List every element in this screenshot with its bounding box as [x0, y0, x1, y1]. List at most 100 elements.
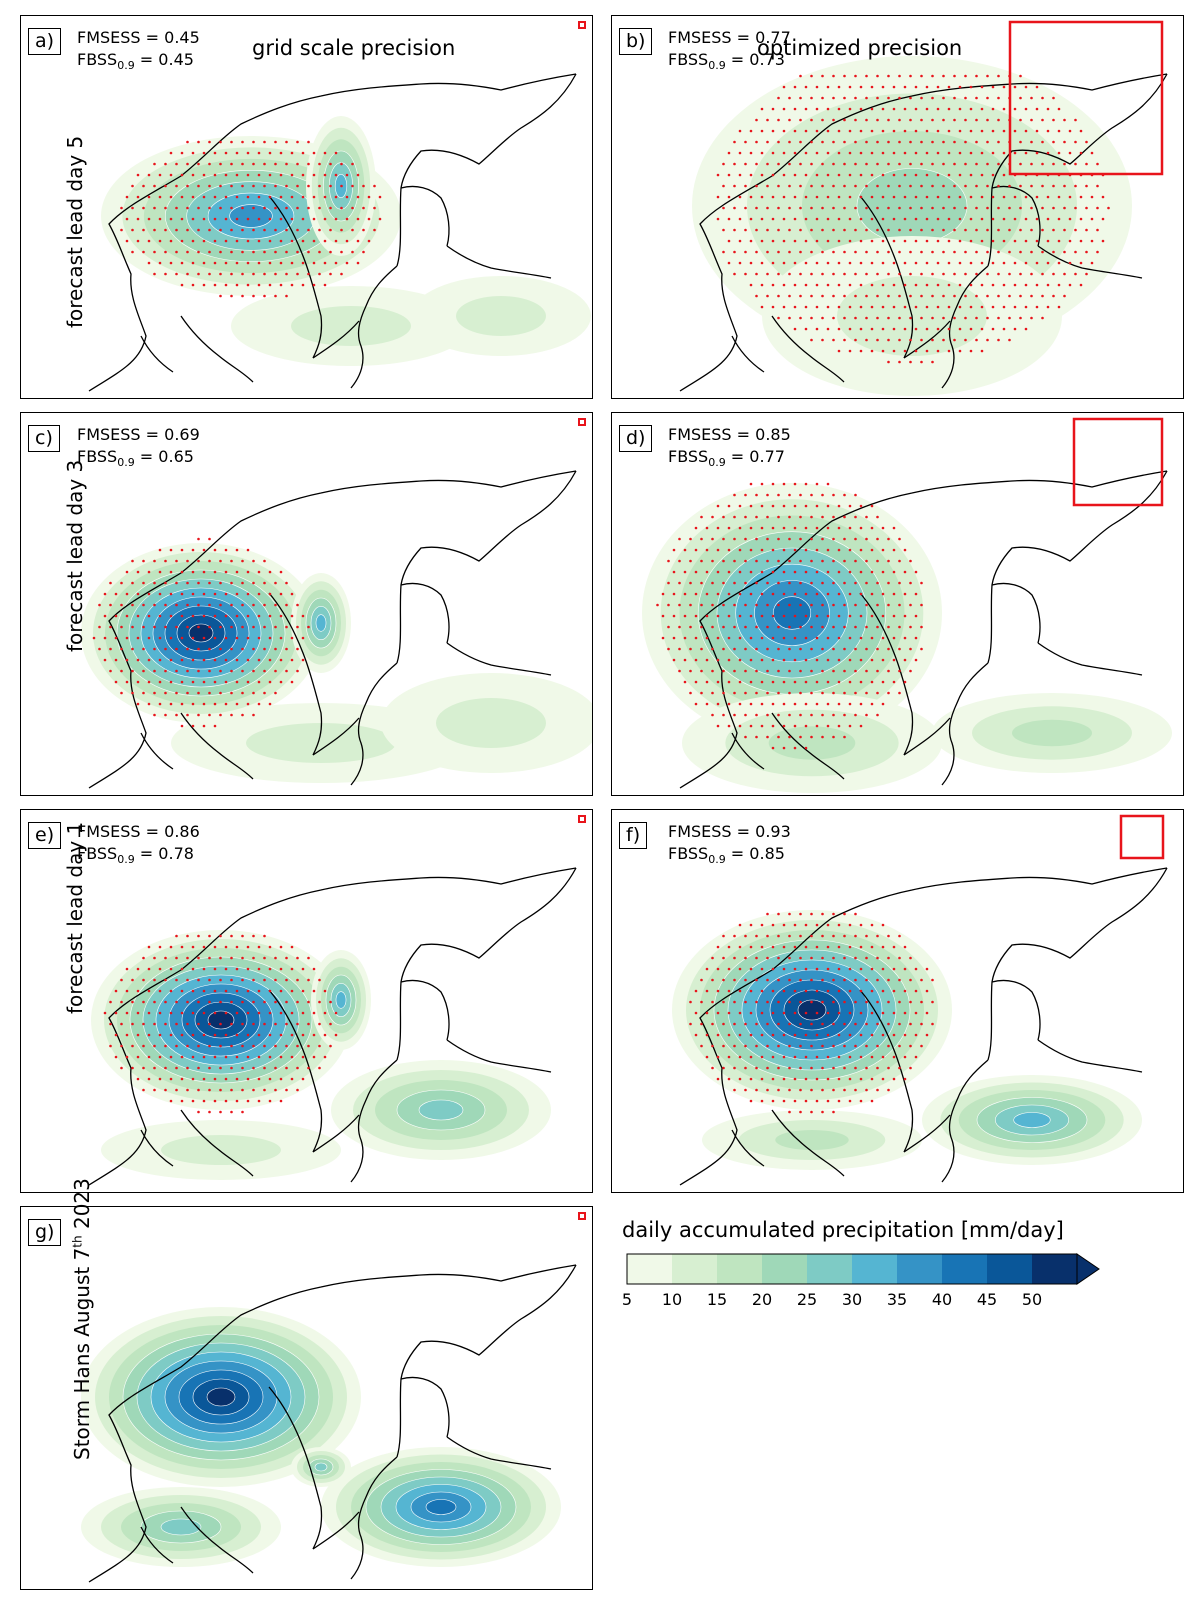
stipple-dot [909, 96, 912, 100]
stipple-dot [821, 118, 824, 122]
stipple-dot [722, 515, 725, 519]
coastline [88, 470, 577, 789]
stipple-dot [903, 680, 907, 684]
stipple-dot [345, 195, 349, 199]
stipple-dot [771, 305, 775, 309]
stipple-dot [964, 228, 967, 232]
stipple-dot [975, 272, 978, 276]
stipple-dot [936, 217, 940, 221]
stipple-dot [865, 713, 868, 717]
stipple-dot [964, 118, 967, 122]
stipple-dot [947, 85, 951, 89]
stipple-dot [340, 206, 343, 210]
stipple-dot [766, 934, 769, 938]
stipple-dot [865, 228, 868, 232]
stipple-dot [257, 1033, 261, 1037]
stipple-dot [865, 669, 868, 673]
stipple-dot [859, 724, 863, 728]
stipple-dot [931, 1000, 934, 1004]
stipple-dot [722, 206, 725, 210]
stipple-dot [870, 1077, 874, 1081]
stipple-dot [777, 581, 780, 585]
stipple-dot [804, 1011, 808, 1015]
stipple-dot [114, 989, 118, 993]
stipple-dot [843, 603, 846, 607]
stipple-dot [826, 548, 830, 552]
stipple-dot [147, 570, 151, 574]
stipple-dot [936, 261, 940, 265]
stipple-dot [953, 96, 956, 100]
stipple-dot [804, 283, 808, 287]
stipple-dot [230, 250, 233, 254]
stipple-dot [98, 647, 101, 651]
stipple-dot [169, 217, 173, 221]
stipple-dot [158, 592, 162, 596]
stipple-dot [832, 912, 835, 916]
stipple-dot [832, 1000, 835, 1004]
stipple-dot [859, 945, 863, 949]
stipple-dot [777, 1000, 780, 1004]
stipple-dot [1096, 162, 1099, 166]
stipple-dot [859, 702, 863, 706]
stipple-dot [887, 206, 890, 210]
stipple-dot [810, 272, 813, 276]
stipple-dot [865, 1088, 868, 1092]
stipple-dot [191, 680, 195, 684]
stipple-dot [1074, 206, 1077, 210]
stipple-dot [997, 250, 1000, 254]
stipple-dot [793, 327, 797, 331]
stipple-dot [153, 228, 156, 232]
stipple-dot [733, 250, 736, 254]
stipple-dot [158, 1011, 162, 1015]
stipple-dot [958, 327, 962, 331]
stipple-dot [876, 272, 879, 276]
stipple-dot [246, 592, 250, 596]
stipple-dot [186, 140, 189, 144]
stipple-dot [290, 195, 294, 199]
stipple-dot [892, 526, 896, 530]
stipple-dot [705, 680, 709, 684]
stipple-dot [881, 658, 885, 662]
stipple-dot [859, 636, 863, 640]
stipple-dot [142, 206, 145, 210]
stipple-dot [914, 989, 918, 993]
stipple-dot [793, 504, 797, 508]
stipple-dot [788, 581, 791, 585]
coastline-segment [400, 582, 450, 644]
stipple-dot [667, 647, 670, 651]
stipple-dot [749, 1099, 753, 1103]
stipple-dot [246, 239, 250, 243]
stipple-dot [241, 1022, 244, 1026]
stipple-dot [219, 140, 222, 144]
stipple-dot [290, 989, 294, 993]
stipple-dot [1085, 206, 1088, 210]
stipple-dot [953, 338, 956, 342]
panel-b: b) FMSESS = 0.77 FBSS0.9 = 0.73 [611, 15, 1184, 399]
stipple-dot [837, 173, 841, 177]
stipple-dot [1013, 305, 1017, 309]
stipple-dot [164, 1088, 167, 1092]
stipple-dot [279, 173, 283, 177]
stipple-dot [826, 636, 830, 640]
stipple-dot [854, 1000, 857, 1004]
stipple-dot [821, 559, 824, 563]
stipple-dot [323, 195, 327, 199]
stipple-dot [263, 669, 266, 673]
stipple-dot [771, 592, 775, 596]
stipple-dot [191, 570, 195, 574]
stipple-dot [241, 625, 244, 629]
stipple-dot [920, 228, 923, 232]
stipple-dot [136, 1055, 140, 1059]
stipple-dot [782, 702, 786, 706]
stipple-dot [755, 1000, 758, 1004]
stipple-dot [815, 504, 819, 508]
stipple-dot [1019, 316, 1022, 320]
stipple-dot [158, 702, 162, 706]
stipple-dot [892, 614, 896, 618]
stipple-dot [1019, 74, 1022, 78]
stipple-dot [147, 239, 151, 243]
stipple-dot [263, 294, 266, 298]
stipple-dot [876, 1000, 879, 1004]
stipple-dot [870, 85, 874, 89]
stipple-dot [837, 1011, 841, 1015]
